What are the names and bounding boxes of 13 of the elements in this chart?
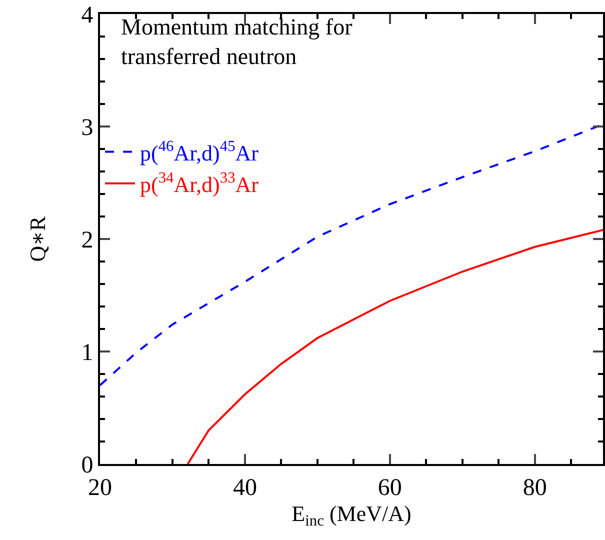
- x-tick-label: 40: [232, 474, 257, 501]
- legend-label: p($^{46}$Ar,d)$^{45}$Ar: [140, 138, 260, 166]
- y-tick-label: 2: [81, 227, 94, 254]
- x-tick-label: 80: [522, 474, 547, 501]
- text: Momentum matching for transferred neutron: [121, 14, 353, 70]
- legend-label: p($^{34}$Ar,d)$^{33}$Ar: [140, 170, 260, 197]
- y-tick-label: 4: [81, 2, 94, 28]
- y-axis-title: Q∗R: [25, 216, 50, 262]
- y-tick-label: 1: [81, 340, 94, 366]
- x-axis-title: E$_{inc}$ (MeV/A): [292, 500, 412, 530]
- line-series: [186, 229, 603, 464]
- x-tick-label: 60: [378, 474, 402, 501]
- y-tick-label: 3: [81, 114, 94, 141]
